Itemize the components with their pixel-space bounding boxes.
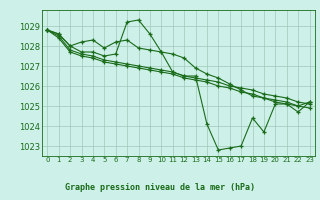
Text: Graphe pression niveau de la mer (hPa): Graphe pression niveau de la mer (hPa): [65, 183, 255, 192]
